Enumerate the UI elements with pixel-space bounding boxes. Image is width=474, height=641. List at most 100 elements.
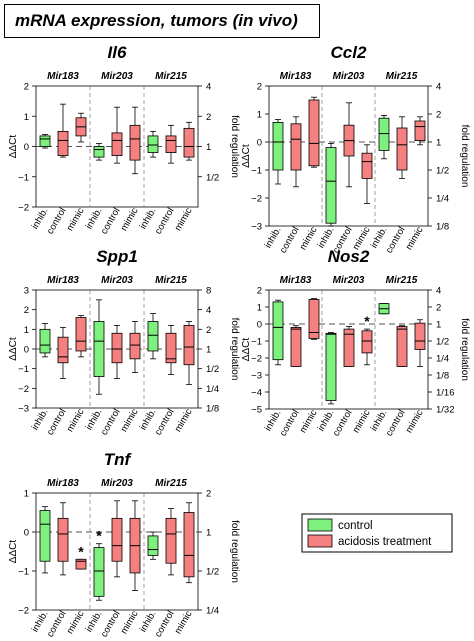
box-body [39,328,51,354]
y2-axis-title: fold regulation [229,318,240,381]
y-tick-label: −3 [18,404,29,415]
y2-tick-label: 1/2 [206,364,219,375]
y2-tick-label: 2 [206,112,211,123]
box-body [93,547,105,597]
y-tick-label: 2 [24,82,29,93]
box-mir215-control [165,324,177,375]
box-body [111,517,123,562]
y2-tick-label: 4 [206,305,211,316]
box-mir203-mimic [129,500,141,591]
box-mir183-mimic [308,298,320,340]
category-label: mimic [173,407,195,434]
y-tick-label: 1 [24,489,29,500]
panel-title: Tnf [104,450,133,469]
box-mir203-inhib [325,142,337,227]
category-label: mimic [119,206,141,233]
box-body [93,146,105,158]
y2-tick-label: 1/8 [436,222,449,233]
legend-label-acidosis: acidosis treatment [338,536,432,548]
y-tick-label: 1 [24,112,29,123]
box-body [272,301,284,361]
figure-title: mRNA expression, tumors (in vivo) [15,11,298,30]
y2-tick-label: 8 [206,286,211,297]
significance-marker: * [78,543,84,559]
box-mir183-mimic [75,112,87,143]
y2-tick-label: 1/32 [436,405,455,416]
significance-marker: * [364,313,370,329]
box-mir203-inhib [93,143,105,161]
box-mir183-mimic [75,315,87,358]
category-label: mimic [65,407,87,434]
box-mir203-mimic [129,321,141,374]
category-label: mimic [298,408,320,435]
box-body [129,332,141,360]
y-tick-label: 1 [257,303,262,314]
box-mir203-mimic [129,106,141,175]
category-label: mimic [119,407,141,434]
y-tick-label: 0 [24,345,29,356]
category-label: mimic [65,609,87,636]
y-tick-label: −1 [251,166,262,177]
group-label: Mir215 [386,275,418,286]
y-axis-title: ΔΔCt [8,540,19,564]
panel-title: Nos2 [328,247,370,266]
box-mir203-control [111,324,123,379]
box-mir183-control [57,103,69,158]
box-mir203-inhib [325,332,337,405]
y-tick-label: 0 [257,320,262,331]
y2-tick-label: 1/2 [436,337,449,348]
box-body [39,510,51,562]
group-label: Mir183 [47,478,79,489]
box-body [147,135,159,153]
box-mir183-control [57,502,69,576]
box-body [111,132,123,156]
box-body [272,122,284,171]
group-label: Mir203 [101,478,133,489]
box-mir203-inhib [93,299,105,395]
box-body [308,99,320,167]
box-body [165,332,177,364]
y-tick-label: −4 [251,388,262,399]
legend-swatch-acidosis [307,534,333,548]
y-tick-label: 2 [24,305,29,316]
y2-tick-label: 1/2 [206,567,219,578]
y-tick-label: −2 [18,203,29,214]
y-tick-label: 2 [257,82,262,93]
y-tick-label: 0 [24,528,29,539]
y2-tick-label: 1/4 [436,354,449,365]
box-mir215-mimic [183,121,195,161]
group-label: Mir203 [101,71,133,82]
box-mir215-control [396,325,408,367]
category-label: mimic [404,408,426,435]
y-tick-label: 0 [24,142,29,153]
y2-axis-title: fold regulation [229,115,240,178]
group-label: Mir203 [333,71,365,82]
group-label: Mir215 [155,71,187,82]
box-body [129,124,141,161]
group-label: Mir215 [386,71,418,82]
box-body [361,330,373,354]
y-tick-label: −2 [251,354,262,365]
box-mir215-control [396,116,408,179]
y2-tick-label: 2 [206,325,211,336]
y2-tick-label: 1/2 [436,166,449,177]
box-body [325,147,337,224]
box-mir215-mimic [414,116,426,146]
category-label: mimic [404,225,426,252]
box-mir203-control [343,102,355,188]
panel-il6: Il6 Mir183 Mir203 Mir215 −2 −1 0 1 2 4 2 1 1/2 ΔΔCt fo… [8,43,240,236]
panel-title: Spp1 [96,247,138,266]
box-mir183-inhib [272,119,284,185]
category-label: mimic [119,609,141,636]
box-mir203-control [343,326,355,367]
y-tick-label: −3 [251,222,262,233]
legend: control acidosis treatment [301,513,453,553]
group-label: Mir183 [280,275,312,286]
y2-tick-label: 1/8 [206,404,219,415]
group-label: Mir215 [155,478,187,489]
y2-axis-title: fold regulation [229,520,240,583]
group-label: Mir183 [47,71,79,82]
box-mir215-mimic [414,319,426,367]
box-body [290,123,302,171]
box-mir215-control [165,124,177,164]
